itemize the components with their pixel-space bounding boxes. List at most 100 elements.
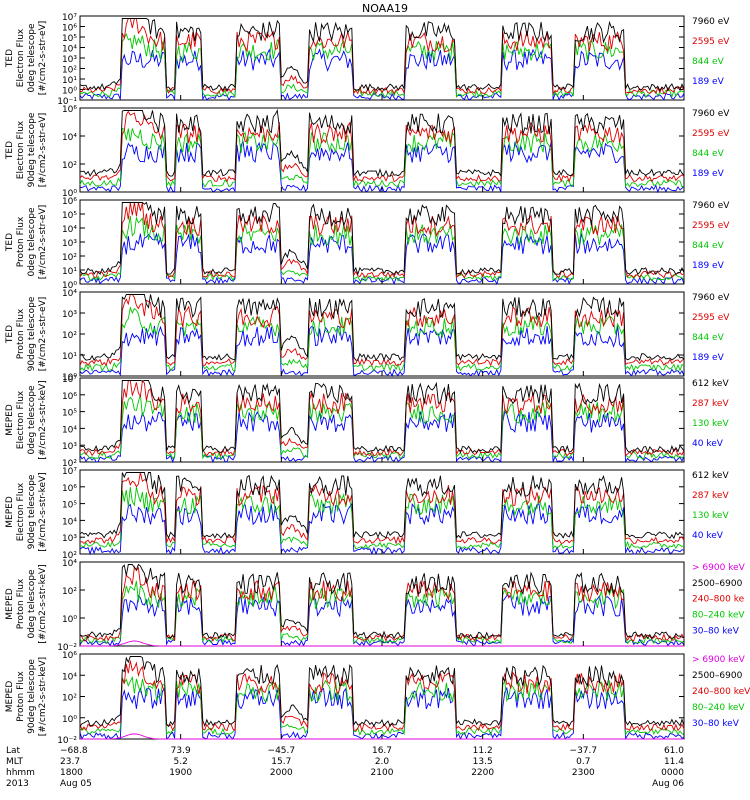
legend-entry: 189 eV: [692, 261, 725, 271]
series-trace: [79, 379, 685, 457]
x-tick-label: 2300: [572, 768, 595, 778]
y-axis-label: 90deg telescope: [27, 296, 37, 371]
y-tick-label: 10⁰: [62, 189, 77, 199]
y-axis-label: MEPED: [5, 681, 15, 713]
x-tick-label: 5.2: [174, 757, 188, 767]
series-trace: [79, 563, 685, 640]
y-tick-label: 10⁴: [62, 517, 77, 527]
legend-entry: 7960 eV: [692, 293, 730, 303]
series-trace: [79, 487, 685, 550]
y-axis-label: [#/cm2-s-str-keV]: [38, 564, 48, 643]
y-axis-label: [#/cm2-s-str-keV]: [38, 380, 48, 459]
legend-entry: 240–800 keV: [692, 687, 750, 697]
y-axis-label: MEPED: [5, 404, 15, 436]
series-trace: [79, 472, 685, 545]
y-tick-label: 10⁰: [62, 715, 77, 725]
legend-entry: 80–240 keV: [692, 703, 745, 713]
y-tick-label: 10²: [62, 551, 77, 561]
legend-entry: 40 keV: [692, 531, 724, 541]
series-trace: [79, 294, 685, 362]
x-tick-label: 23.7: [60, 757, 80, 767]
legend-entry: 844 eV: [692, 57, 725, 67]
y-tick-label: 10⁰: [62, 373, 77, 383]
y-tick-label: 10⁴: [62, 425, 77, 435]
legend-entry: 189 eV: [692, 169, 725, 179]
y-axis-label: TED: [5, 233, 15, 252]
y-axis-label: [#/cm2-s-str-keV]: [38, 657, 48, 736]
y-axis-label: [#/cm2-s-str-eV]: [38, 297, 48, 372]
legend-entry: 2500–6900: [692, 579, 743, 589]
series-trace: [79, 48, 685, 102]
legend-entry: 2595 eV: [692, 129, 730, 139]
y-tick-label: 10⁶: [62, 24, 77, 34]
panel-6: 10² 10³ 10⁴ 10⁵ 10⁶ 10⁷ MEPED Electron Flux 90de…: [5, 467, 729, 561]
y-tick-label: 10⁰: [62, 281, 77, 291]
panel-frame: [79, 199, 685, 285]
x-row-label: hhmm: [6, 768, 35, 778]
legend-entry: 130 keV: [692, 419, 729, 429]
panel-5: 10² 10³ 10⁴ 10⁵ 10⁶ 10⁷ MEPED Electron Flux 0deg…: [5, 375, 729, 469]
series-trace: [79, 660, 685, 733]
series-trace: [79, 201, 685, 276]
series-trace: [79, 216, 685, 282]
y-axis-label: Proton Flux: [16, 216, 26, 267]
y-axis-label: Electron Flux: [16, 482, 26, 541]
legend-entry: 189 eV: [692, 353, 725, 363]
y-tick-label: 10³: [62, 310, 77, 320]
y-tick-label: 10⁶: [62, 651, 77, 661]
y-tick-label: 10⁴: [62, 672, 77, 682]
series-trace: [79, 656, 685, 728]
series-trace: [79, 380, 685, 454]
y-tick-label: 10²: [62, 253, 77, 263]
x-tick-label: 11.2: [473, 746, 493, 756]
y-tick-label: 10⁴: [62, 133, 77, 143]
legend-entry: 2595 eV: [692, 221, 730, 231]
series-trace: [79, 472, 685, 540]
y-axis-label: MEPED: [5, 588, 15, 620]
y-axis-label: 0deg telescope: [27, 569, 37, 639]
series-trace: [79, 675, 685, 737]
y-tick-label: 10¹: [62, 352, 77, 362]
y-tick-label: 10⁶: [62, 105, 77, 115]
y-axis-label: [#/cm2-s-str-eV]: [38, 21, 48, 96]
series-trace: [79, 294, 685, 367]
x-tick-label: 0.7: [576, 757, 590, 767]
y-tick-label: 10²: [62, 331, 77, 341]
series-trace: [79, 32, 685, 99]
x-row-label: 2013: [6, 779, 29, 789]
legend-entry: 844 eV: [692, 149, 725, 159]
legend-entry: 287 keV: [692, 399, 729, 409]
legend-entry: 80–240 keV: [692, 611, 745, 621]
y-tick-label: 10⁶: [62, 484, 77, 494]
x-tick-label: −37.7: [570, 746, 598, 756]
figure-title: NOAA19: [362, 2, 408, 15]
legend-entry: 7960 eV: [692, 17, 730, 27]
panel-2: 10⁰ 10² 10⁴ 10⁶ TED Electron Flux 90deg telesc…: [5, 105, 730, 199]
y-tick-label: 10⁰: [62, 87, 77, 97]
x-tick-label: 0000: [661, 768, 684, 778]
y-tick-label: 10¹: [62, 76, 77, 86]
legend-entry: > 6900 keV: [692, 655, 746, 665]
panel-7: 10⁻² 10⁰ 10² 10⁴ MEPED Proton Flux 0deg telesc…: [5, 559, 746, 653]
y-tick-label: 10⁴: [62, 225, 77, 235]
y-axis-label: Electron Flux: [16, 28, 26, 87]
series-trace: [79, 306, 685, 372]
legend-entry: 2595 eV: [692, 313, 730, 323]
x-tick-label: 13.5: [473, 757, 493, 767]
y-tick-label: 10⁶: [62, 392, 77, 402]
x-tick-label: 2000: [270, 768, 293, 778]
legend-entry: 40 keV: [692, 439, 724, 449]
x-tick-label: 1800: [60, 768, 83, 778]
y-tick-label: 10⁴: [62, 559, 77, 569]
y-tick-label: 10³: [62, 442, 77, 452]
y-axis-label: 0deg telescope: [27, 23, 37, 93]
x-tick-label: 61.0: [664, 746, 684, 756]
y-tick-label: 10²: [62, 66, 77, 76]
legend-entry: 7960 eV: [692, 201, 730, 211]
legend-entry: 240–800 ke: [692, 595, 745, 605]
legend-entry: 2500–6900: [692, 671, 743, 681]
y-tick-label: 10⁷: [62, 375, 77, 385]
